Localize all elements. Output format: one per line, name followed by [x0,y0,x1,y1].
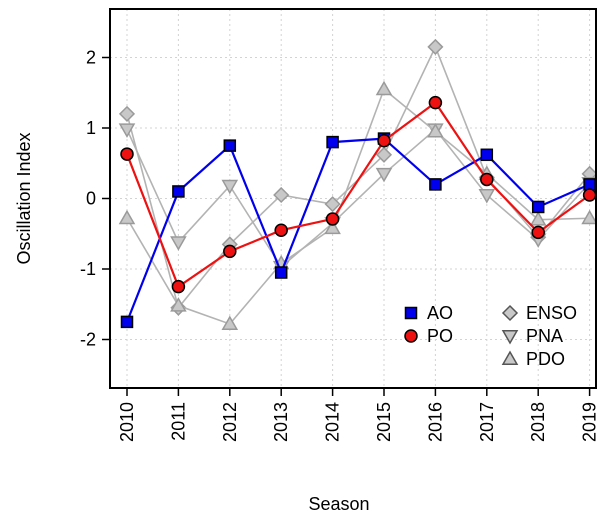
data-point-enso [118,105,136,122]
data-point-enso [324,196,341,213]
data-point-po [171,279,186,294]
legend-marker-ao [404,306,418,320]
x-tick-label: 2018 [528,402,548,442]
y-tick-label: -1 [80,259,96,279]
data-point-ao [172,185,185,198]
series-line-pna [126,128,591,269]
data-point-po [377,133,391,148]
x-tick-label: 2012 [220,402,240,442]
x-tick-label: 2017 [477,402,497,442]
x-axis: 2010 2011 2012 2013 2014 2015 2016 2017 2018 2019 [117,388,597,442]
x-tick-label: 2013 [271,402,291,442]
series-layer [118,38,597,330]
legend-label-ao: AO [427,303,453,323]
x-tick-label: 2019 [580,402,597,442]
data-point-po [531,225,545,240]
x-tick-label: 2016 [425,402,445,442]
data-point-pna [478,188,496,204]
data-point-ao [120,315,134,329]
y-axis: -2 -1 0 1 2 [80,48,110,350]
series-line-po [125,101,591,289]
data-point-po [325,212,340,226]
data-point-pdo [427,123,444,138]
data-point-pdo [581,209,597,225]
x-tick-label: 2014 [323,402,343,442]
data-point-pdo [221,315,239,330]
data-point-ao [480,148,494,162]
data-point-pdo [529,211,547,226]
data-point-po [274,223,288,237]
series-line-ao [125,137,591,323]
y-tick-label: 0 [86,189,96,209]
data-point-po [120,147,134,161]
data-point-po [223,244,237,259]
data-point-pdo [375,80,393,96]
data-point-ao [326,135,339,149]
data-point-ao [429,178,442,191]
data-point-ao [223,139,237,152]
series-pdo [118,80,597,330]
data-point-ao [274,266,288,279]
legend-label-pdo: PDO [526,349,565,369]
x-tick-label: 2010 [117,402,137,442]
series-line-pdo [126,87,590,325]
legend-label-pna: PNA [526,326,563,346]
data-point-pna [170,236,187,251]
data-point-po [582,188,597,202]
legend-marker-pdo [501,350,519,365]
legend-marker-enso [501,304,519,322]
y-tick-label: 2 [86,48,96,68]
data-point-pdo [118,209,136,225]
data-point-enso [375,146,393,163]
y-tick-label: -2 [80,330,96,350]
y-axis-title: Oscillation Index [14,132,34,264]
legend-label-enso: ENSO [526,303,577,323]
series-po [120,95,597,294]
x-tick-label: 2015 [374,402,394,442]
x-tick-label: 2011 [168,402,188,441]
data-point-pna [375,167,393,183]
x-axis-title: Season [308,494,369,514]
data-point-ao [531,200,545,214]
legend: AO PO ENSO PNA PDO [404,303,577,369]
legend-marker-pna [501,330,519,345]
data-point-pna [221,179,239,195]
data-point-pdo [324,219,341,235]
data-point-pna [118,123,136,138]
y-tick-label: 1 [86,118,96,138]
data-point-pdo [170,297,187,312]
data-point-enso [427,38,444,55]
data-point-po [428,95,443,110]
legend-label-po: PO [427,326,453,346]
legend-marker-po [404,329,418,343]
data-point-enso [273,186,290,204]
data-point-po [480,172,494,187]
